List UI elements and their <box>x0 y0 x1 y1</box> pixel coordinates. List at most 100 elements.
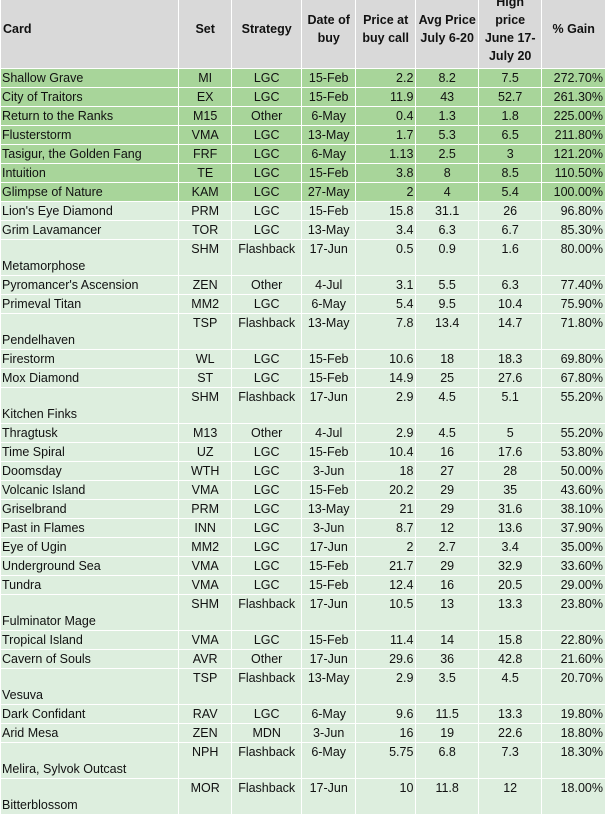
buy-price-cell: 2.9 <box>354 423 417 443</box>
percent-gain-cell: 272.70% <box>541 68 606 88</box>
table-row: Griselbrand PRM LGC 13-May 21 29 31.6 38.10% <box>0 499 606 519</box>
set-code-cell: NPH <box>178 742 232 779</box>
card-name-cell: Cavern of Souls <box>0 649 180 669</box>
avg-price-cell: 4 <box>415 182 479 202</box>
set-code-cell: UZ <box>178 442 232 462</box>
table-row: Metamorphose SHM Flashback 17-Jun 0.5 0.9 1.6 8… <box>0 239 606 276</box>
table-row: Tasigur, the Golden Fang FRF LGC 6-May 1.13 2… <box>0 144 606 164</box>
high-price-cell: 5.4 <box>477 182 543 202</box>
avg-price-cell: 5.5 <box>415 275 479 295</box>
strategy-cell: Flashback <box>230 387 303 424</box>
high-price-cell: 5.1 <box>477 387 543 424</box>
high-price-cell: 3.4 <box>477 537 543 557</box>
avg-price-cell: 25 <box>415 368 479 388</box>
buy-date-cell: 17-Jun <box>301 778 356 815</box>
avg-price-cell: 14 <box>415 630 479 650</box>
card-name-cell: Kitchen Finks <box>0 387 180 424</box>
table-row: Shallow Grave MI LGC 15-Feb 2.2 8.2 7.5 272.70% <box>0 68 606 88</box>
buy-date-cell: 27-May <box>301 182 356 202</box>
buy-price-cell: 11.4 <box>354 630 417 650</box>
buy-price-cell: 9.6 <box>354 704 417 724</box>
set-code-cell: TE <box>178 163 232 183</box>
avg-price-cell: 6.3 <box>415 220 479 240</box>
buy-date-cell: 6-May <box>301 106 356 126</box>
percent-gain-cell: 18.30% <box>541 742 606 779</box>
high-price-cell: 27.6 <box>477 368 543 388</box>
set-code-cell: WL <box>178 349 232 369</box>
strategy-cell: Other <box>230 106 303 126</box>
high-price-cell: 17.6 <box>477 442 543 462</box>
table-row: Past in Flames INN LGC 3-Jun 8.7 12 13.6 37.90% <box>0 518 606 538</box>
header-card: Card <box>0 0 180 69</box>
buy-date-cell: 15-Feb <box>301 163 356 183</box>
high-price-cell: 13.3 <box>477 704 543 724</box>
buy-price-cell: 2.9 <box>354 668 417 705</box>
strategy-cell: LGC <box>230 518 303 538</box>
strategy-cell: LGC <box>230 201 303 221</box>
table-row: Pendelhaven TSP Flashback 13-May 7.8 13.4 14.7… <box>0 313 606 350</box>
high-price-cell: 7.5 <box>477 68 543 88</box>
avg-price-cell: 2.5 <box>415 144 479 164</box>
card-name-cell: Thragtusk <box>0 423 180 443</box>
card-name-cell: Bitterblossom <box>0 778 180 815</box>
percent-gain-cell: 100.00% <box>541 182 606 202</box>
table-row: Eye of Ugin MM2 LGC 17-Jun 2 2.7 3.4 35.00% <box>0 537 606 557</box>
buy-price-cell: 8.7 <box>354 518 417 538</box>
strategy-cell: LGC <box>230 499 303 519</box>
card-name-cell: Tasigur, the Golden Fang <box>0 144 180 164</box>
avg-price-cell: 31.1 <box>415 201 479 221</box>
card-name-cell: Metamorphose <box>0 239 180 276</box>
avg-price-cell: 29 <box>415 499 479 519</box>
buy-price-cell: 2 <box>354 537 417 557</box>
card-name-cell: Intuition <box>0 163 180 183</box>
set-code-cell: VMA <box>178 630 232 650</box>
avg-price-cell: 0.9 <box>415 239 479 276</box>
set-code-cell: ST <box>178 368 232 388</box>
table-row: Cavern of Souls AVR Other 17-Jun 29.6 36 42.8 2… <box>0 649 606 669</box>
table-row: Fulminator Mage SHM Flashback 17-Jun 10.5 13 1… <box>0 594 606 631</box>
table-row: Pyromancer's Ascension ZEN Other 4-Jul 3.1 5.… <box>0 275 606 295</box>
percent-gain-cell: 55.20% <box>541 387 606 424</box>
percent-gain-cell: 211.80% <box>541 125 606 145</box>
buy-date-cell: 15-Feb <box>301 630 356 650</box>
table-row: Vesuva TSP Flashback 13-May 2.9 3.5 4.5 20.70% <box>0 668 606 705</box>
buy-date-cell: 15-Feb <box>301 201 356 221</box>
avg-price-cell: 2.7 <box>415 537 479 557</box>
card-name-cell: Underground Sea <box>0 556 180 576</box>
strategy-cell: Other <box>230 275 303 295</box>
buy-price-cell: 5.4 <box>354 294 417 314</box>
buy-price-cell: 16 <box>354 723 417 743</box>
buy-date-cell: 13-May <box>301 499 356 519</box>
high-price-cell: 32.9 <box>477 556 543 576</box>
buy-date-cell: 15-Feb <box>301 480 356 500</box>
card-name-cell: Dark Confidant <box>0 704 180 724</box>
buy-date-cell: 13-May <box>301 220 356 240</box>
card-name-cell: Fulminator Mage <box>0 594 180 631</box>
set-code-cell: PRM <box>178 201 232 221</box>
table-row: Firestorm WL LGC 15-Feb 10.6 18 18.3 69.80% <box>0 349 606 369</box>
buy-date-cell: 15-Feb <box>301 368 356 388</box>
table-row: Underground Sea VMA LGC 15-Feb 21.7 29 32.9 33.… <box>0 556 606 576</box>
high-price-cell: 13.6 <box>477 518 543 538</box>
buy-price-cell: 2.2 <box>354 68 417 88</box>
card-name-cell: Mox Diamond <box>0 368 180 388</box>
buy-price-cell: 10.6 <box>354 349 417 369</box>
set-code-cell: VMA <box>178 125 232 145</box>
avg-price-cell: 29 <box>415 480 479 500</box>
strategy-cell: LGC <box>230 556 303 576</box>
buy-date-cell: 15-Feb <box>301 349 356 369</box>
buy-price-cell: 10.5 <box>354 594 417 631</box>
percent-gain-cell: 110.50% <box>541 163 606 183</box>
buy-date-cell: 17-Jun <box>301 594 356 631</box>
high-price-cell: 3 <box>477 144 543 164</box>
high-price-cell: 52.7 <box>477 87 543 107</box>
percent-gain-cell: 53.80% <box>541 442 606 462</box>
percent-gain-cell: 75.90% <box>541 294 606 314</box>
strategy-cell: MDN <box>230 723 303 743</box>
table-row: Tundra VMA LGC 15-Feb 12.4 16 20.5 29.00% <box>0 575 606 595</box>
card-name-cell: Shallow Grave <box>0 68 180 88</box>
table-row: Primeval Titan MM2 LGC 6-May 5.4 9.5 10.4 75.90… <box>0 294 606 314</box>
high-price-cell: 7.3 <box>477 742 543 779</box>
high-price-cell: 6.3 <box>477 275 543 295</box>
avg-price-cell: 11.8 <box>415 778 479 815</box>
